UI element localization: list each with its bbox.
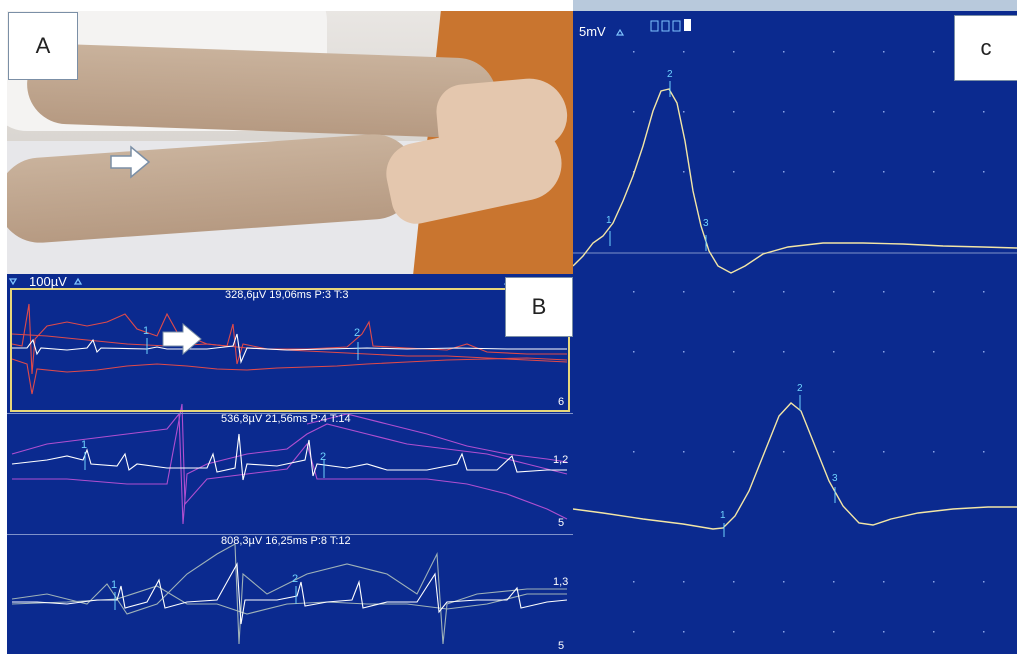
scale-label-waveform: 5mV xyxy=(579,24,606,39)
scale-up-icon xyxy=(615,28,625,36)
trace-3-bottom-scale: 5 xyxy=(558,640,565,652)
trace-3 xyxy=(11,543,568,645)
marker-1-label: 1 xyxy=(81,439,87,451)
emg-marker-labels: 1 2 1 2 1 2 xyxy=(81,325,360,591)
marker-1-label: 1 xyxy=(720,510,726,521)
emg-panel: 1 2 1 2 1 2 100µV 328,6µV 19,06ms P:3 T:… xyxy=(7,274,573,654)
marker-2-label: 2 xyxy=(354,327,360,339)
trace-2-right-scale: 1,2 xyxy=(553,454,569,466)
arrow-icon xyxy=(162,322,202,356)
emg-traces: 1 2 1 2 1 2 xyxy=(8,277,568,645)
trace-2-bottom-scale: 5 xyxy=(558,517,565,529)
trace-divider xyxy=(7,413,573,414)
waveform-upper xyxy=(573,88,1017,274)
marker-1-label: 1 xyxy=(143,325,149,337)
marker-3-label: 3 xyxy=(703,218,709,229)
photo-panel-legs xyxy=(7,11,573,274)
grid-dots xyxy=(633,51,985,633)
selection-box[interactable] xyxy=(10,288,570,412)
trace-3-right-scale: 1,3 xyxy=(553,576,569,588)
trace-1 xyxy=(11,303,568,395)
page-indicator-icon xyxy=(650,19,691,32)
waveform-marker-labels: 1 2 3 1 2 3 xyxy=(606,69,838,521)
marker-2-label: 2 xyxy=(797,383,803,394)
trace-1-right-scale: 6 xyxy=(558,396,565,408)
marker-1-label: 1 xyxy=(606,215,612,226)
scale-label-emg: 100µV xyxy=(29,274,67,289)
marker-3-label: 3 xyxy=(832,473,838,484)
window-top-bar xyxy=(573,0,1017,11)
trace-divider xyxy=(7,534,573,535)
panel-label-c: c xyxy=(954,15,1017,81)
waveform-panel: 1 2 3 1 2 3 5mV xyxy=(573,11,1017,654)
panel-label-a: A xyxy=(8,12,78,80)
scale-arrows xyxy=(8,277,513,286)
waveform-lower xyxy=(573,402,1017,530)
trace-3-info: 808,3µV 16,25ms P:8 T:12 xyxy=(221,535,351,547)
trace-1-info: 328,6µV 19,06ms P:3 T:3 xyxy=(225,289,349,301)
arrow-icon xyxy=(110,145,151,179)
emg-markers xyxy=(84,338,359,610)
waveform-markers xyxy=(609,81,836,537)
trace-2 xyxy=(11,403,568,525)
trace-2-info: 536,8µV 21,56ms P:4 T:14 xyxy=(221,413,351,425)
marker-2-label: 2 xyxy=(292,573,298,585)
marker-2-label: 2 xyxy=(320,451,326,463)
marker-1-label: 1 xyxy=(111,579,117,591)
panel-label-b: B xyxy=(505,277,573,337)
marker-2-label: 2 xyxy=(667,69,673,80)
waveform-traces: 1 2 3 1 2 3 xyxy=(573,19,1017,633)
